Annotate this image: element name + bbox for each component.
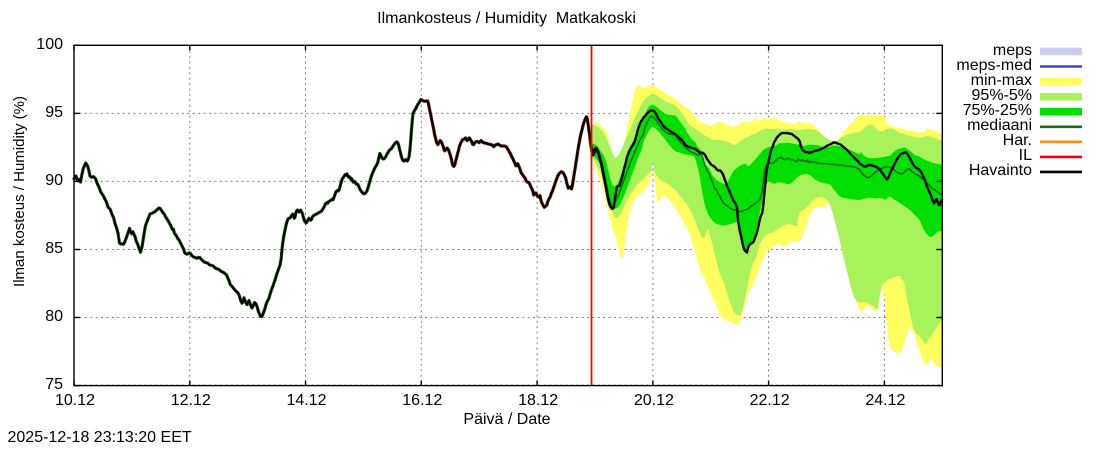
svg-text:Ilman kosteus / Humidity (%): Ilman kosteus / Humidity (%) bbox=[11, 96, 28, 287]
